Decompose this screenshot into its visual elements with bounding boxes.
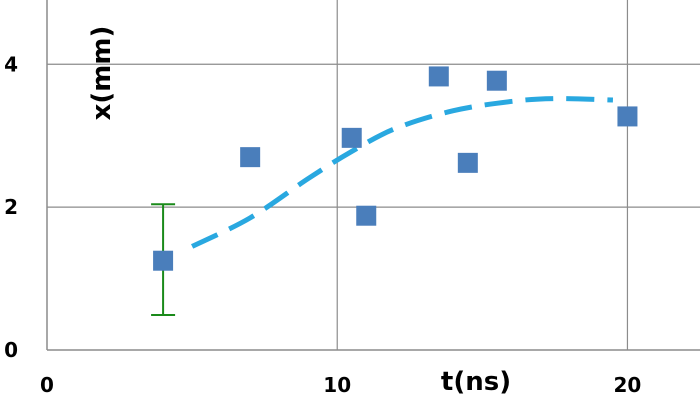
tick-labels: 0 10 20 0 2 4 [4, 52, 641, 397]
data-point [356, 205, 377, 226]
fit-line [191, 96, 613, 249]
fit-curve [191, 96, 613, 249]
data-points [153, 66, 638, 271]
data-point [486, 70, 507, 91]
axes [46, 0, 700, 351]
x-tick-label: 10 [323, 373, 351, 397]
y-tick-label: 2 [4, 195, 18, 219]
data-point [153, 250, 174, 271]
x-tick-label: 20 [614, 373, 642, 397]
y-axis-title: x(mm) [87, 26, 117, 121]
grid [47, 0, 700, 350]
data-point [457, 152, 478, 173]
data-point [341, 127, 362, 148]
data-point [240, 147, 261, 168]
y-tick-label: 0 [4, 338, 18, 362]
data-point [428, 66, 449, 87]
x-tick-label: 0 [40, 373, 54, 397]
x-axis-title: t(ns) [441, 367, 511, 397]
y-tick-label: 4 [4, 52, 18, 76]
data-point [617, 106, 638, 127]
